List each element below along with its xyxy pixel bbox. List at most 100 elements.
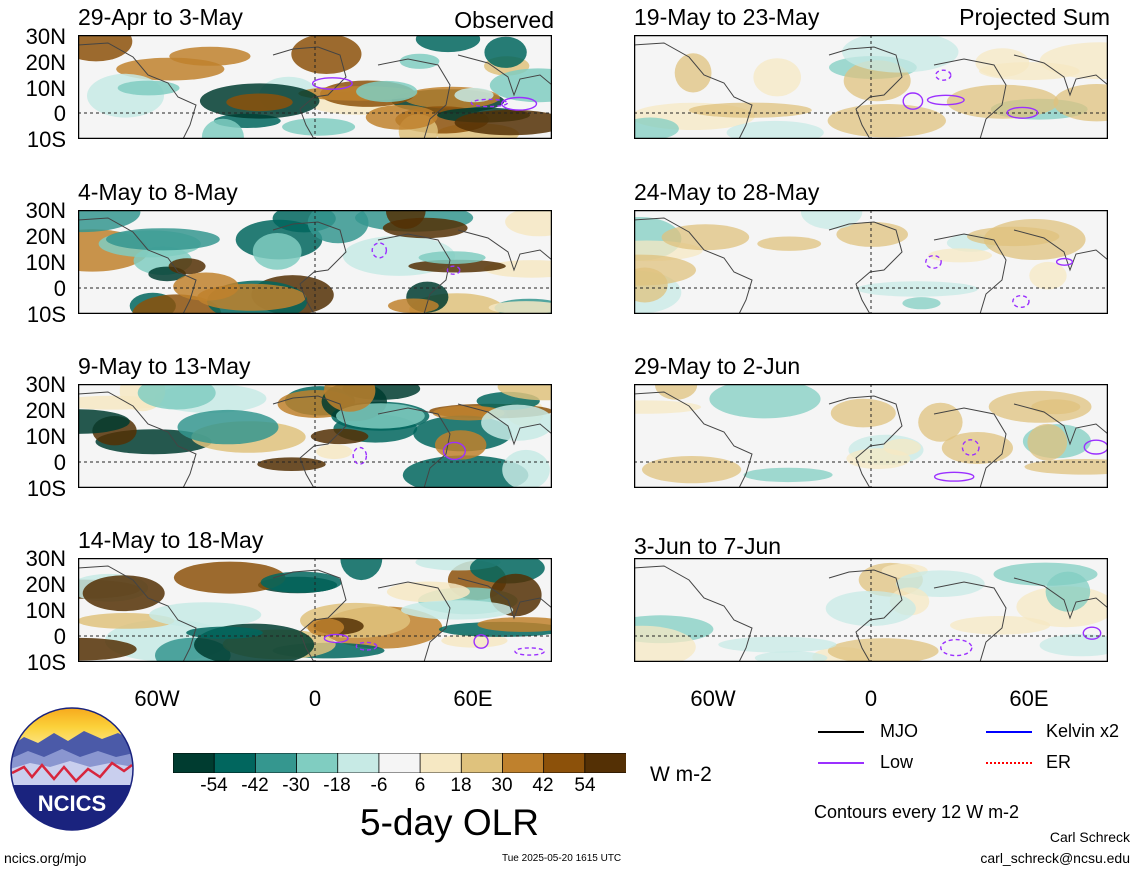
colorbar-tick: 18 (450, 775, 472, 796)
logo-text: NCICS (38, 791, 106, 816)
olr-anomaly-blob (709, 384, 821, 419)
olr-anomaly-blob (941, 432, 1013, 464)
legend-label-mjo: MJO (880, 721, 918, 741)
coastline (457, 577, 552, 620)
legend-label-low: Low (880, 752, 914, 772)
olr-anomaly-blob (655, 384, 698, 400)
coastline (272, 569, 347, 662)
colorbar-tick: -42 (241, 775, 269, 796)
y-label: 10N (25, 598, 66, 623)
olr-anomaly-blob (78, 210, 141, 233)
low-contour (1055, 257, 1074, 266)
panel-title-5: 19-May to 23-May (634, 4, 820, 30)
panel-title-2: 4-May to 8-May (78, 179, 238, 205)
y-label: 0 (53, 450, 66, 475)
colorbar-swatch (502, 752, 545, 774)
olr-map (634, 210, 1108, 314)
map-frame (78, 210, 552, 314)
olr-anomaly-blob (902, 297, 941, 310)
colorbar-swatch (460, 752, 504, 774)
coastline (933, 407, 1007, 488)
panel-title-1: 29-Apr to 3-May (78, 4, 243, 30)
low-contour (323, 633, 349, 644)
panel-title-4: 14-May to 18-May (78, 527, 264, 553)
olr-map-panel-5 (634, 35, 1108, 139)
olr-anomaly-blob (1053, 84, 1108, 122)
olr-anomaly-blob (149, 602, 262, 628)
olr-map-panel-3 (78, 384, 552, 488)
olr-anomaly-blob (117, 80, 180, 96)
y-label: 10S (26, 476, 66, 501)
ncics-logo-graphic: NCICS (10, 707, 134, 831)
y-label: 20N (25, 50, 66, 75)
footer-email[interactable]: carl_schreck@ncsu.edu (980, 850, 1130, 866)
olr-anomaly-blob (169, 46, 251, 66)
coastline (634, 42, 753, 139)
y-label: 10N (25, 424, 66, 449)
olr-anomaly-blob (918, 402, 963, 442)
y-label: 10S (26, 650, 66, 675)
olr-anomaly-blob (988, 390, 1092, 423)
olr-map (78, 384, 552, 488)
coastline (1013, 403, 1108, 446)
olr-anomaly-blob (282, 118, 356, 136)
colorbar-tick: 42 (532, 775, 554, 796)
y-label: 0 (53, 624, 66, 649)
footer-url[interactable]: ncics.org/mjo (4, 850, 87, 866)
coastline (933, 581, 1007, 662)
olr-anomaly-blob (226, 93, 293, 112)
low-contour (355, 641, 378, 651)
olr-anomaly-blob (435, 430, 487, 460)
olr-anomaly-blob (674, 53, 712, 93)
y-label: 10N (25, 250, 66, 275)
olr-anomaly-blob (87, 73, 164, 118)
y-label: 20N (25, 572, 66, 597)
coastline (1013, 229, 1108, 272)
colorbar-swatch (543, 752, 586, 774)
olr-anomaly-blob (415, 35, 481, 53)
olr-anomaly-blob (856, 281, 978, 297)
y-label: 30N (25, 198, 66, 223)
olr-anomaly-blob (340, 558, 383, 581)
colorbar-swatch (296, 752, 339, 774)
olr-map-panel-7 (634, 384, 1108, 488)
olr-anomaly-blob (1024, 459, 1108, 475)
olr-anomaly-blob (481, 404, 552, 441)
low-contour (1082, 626, 1102, 640)
olr-anomaly-blob (310, 428, 369, 445)
legend-line-low (818, 762, 864, 764)
low-contour (926, 94, 965, 106)
olr-anomaly-blob (307, 618, 345, 637)
y-label: 30N (25, 24, 66, 49)
olr-anomaly-blob (661, 224, 750, 251)
low-contour (473, 634, 489, 649)
coastline (377, 58, 451, 139)
olr-anomaly-blob (78, 637, 137, 661)
olr-anomaly-blob (1027, 423, 1068, 461)
panel-title-7: 29-May to 2-Jun (634, 353, 801, 379)
olr-anomaly-blob (489, 68, 552, 103)
coastline (933, 58, 1007, 139)
coastline (272, 46, 347, 139)
coastline (457, 54, 552, 97)
colorbar-title: 5-day OLR (360, 802, 539, 843)
colorbar (172, 752, 627, 774)
olr-anomaly-blob (257, 457, 326, 471)
olr-anomaly-blob (106, 228, 220, 251)
olr-anomaly-blob (177, 409, 279, 445)
olr-anomaly-blob (928, 248, 992, 263)
panel-title-6: 24-May to 28-May (634, 179, 820, 205)
coastline (78, 217, 197, 314)
low-contour (933, 471, 975, 482)
colorbar-swatch (213, 752, 257, 774)
olr-anomaly-blob (201, 118, 244, 139)
coastline (78, 42, 197, 139)
projected-label: Projected Sum (959, 4, 1110, 30)
y-label: 20N (25, 398, 66, 423)
colorbar-tick: 6 (414, 775, 426, 796)
low-contour (442, 441, 466, 461)
olr-anomaly-blob (1029, 261, 1067, 290)
ncics-logo[interactable]: NCICS (10, 707, 134, 831)
olr-anomaly-blob (642, 456, 742, 484)
low-contour (446, 265, 461, 275)
